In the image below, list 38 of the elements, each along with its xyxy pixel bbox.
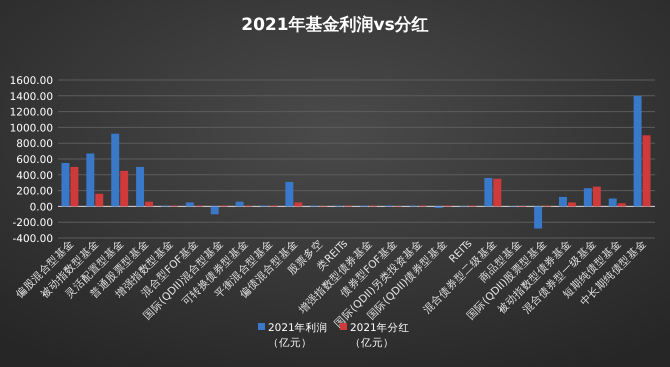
bar [294, 202, 302, 206]
bar [70, 166, 78, 206]
bar [642, 135, 651, 206]
bar [634, 96, 642, 206]
y-tick-label: 800.00 [16, 138, 53, 150]
bar [618, 203, 626, 206]
y-tick-label: 1000.00 [10, 122, 53, 134]
y-tick-label: 1400.00 [10, 90, 53, 103]
bar [484, 178, 492, 206]
bar [558, 196, 567, 206]
bar [95, 194, 104, 206]
bar [61, 162, 70, 206]
bar [568, 202, 576, 206]
bar [592, 186, 601, 206]
bar [120, 170, 128, 206]
bar [210, 206, 219, 214]
bar [136, 166, 144, 206]
bar [608, 198, 617, 206]
bar [534, 206, 542, 229]
y-tick-label: 200.00 [16, 186, 53, 198]
bar [493, 178, 502, 206]
bar [145, 202, 154, 206]
y-tick-label: 1200.00 [10, 106, 53, 119]
bar [186, 202, 194, 206]
bar [86, 153, 94, 206]
y-tick-label: 1600.00 [10, 75, 53, 87]
legend-label: 2021年分红（亿元） [350, 322, 410, 349]
y-tick-label: 0.00 [30, 201, 53, 214]
bar [285, 182, 294, 206]
y-tick-label: 600.00 [16, 154, 53, 166]
y-tick-label: -400.00 [12, 233, 53, 245]
bar [236, 202, 244, 206]
y-tick-label: -200.00 [12, 217, 53, 230]
bar [584, 188, 592, 206]
y-tick-label: 400.00 [16, 170, 53, 182]
bar [111, 134, 120, 206]
chart-title: 2021年基金利润vs分红 [241, 15, 429, 35]
legend-label: 2021年利润（亿元） [268, 321, 328, 349]
